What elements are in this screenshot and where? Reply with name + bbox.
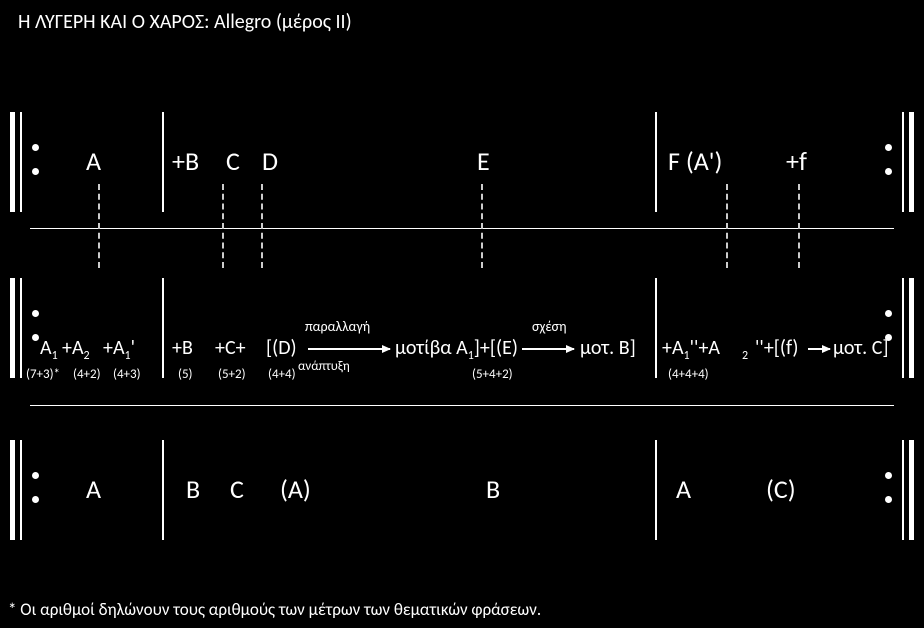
section-label: +f [786, 148, 807, 174]
barline [162, 440, 164, 540]
timeline-separator-2 [30, 405, 894, 406]
repeat-sign-right [880, 112, 914, 212]
section-label: A [86, 476, 101, 502]
section-label: A1 [40, 338, 58, 358]
barline [162, 112, 164, 212]
bar-count: (4+4) [268, 368, 296, 381]
arrow-icon [522, 348, 574, 350]
section-label: μοτίβα Α1]+[(E) [395, 338, 518, 358]
section-label: C [226, 148, 240, 174]
barline [655, 112, 657, 212]
section-label: B [486, 476, 500, 502]
barline [655, 440, 657, 540]
bar-count: (5) [178, 368, 192, 381]
section-label: D [262, 148, 278, 174]
barline [655, 278, 657, 378]
section-label: +A1' [103, 338, 135, 358]
bar-count: (4+3) [113, 368, 141, 381]
section-label: [(D) [266, 338, 297, 358]
annotation: σχέση [532, 320, 567, 334]
section-label: (C) [766, 476, 796, 502]
section-label: A [86, 148, 101, 174]
barline [162, 278, 164, 378]
repeat-sign-left [10, 440, 44, 540]
bar-count: (7+3)* [26, 368, 60, 381]
repeat-sign-left [10, 112, 44, 212]
section-label: +B [172, 148, 199, 174]
bar-count: (5+2) [218, 368, 246, 381]
bar-count: (4+4+4) [668, 368, 709, 381]
dashed-marker [481, 184, 483, 268]
page-title: Η ΛΥΓΕΡΗ ΚΑΙ Ο ΧΑΡΟΣ: Allegro (μέρος ΙΙ) [18, 10, 352, 34]
arrow-icon [308, 348, 390, 350]
section-label: μοτ. Β] [580, 338, 636, 358]
section-label: A [676, 476, 691, 502]
section-label: ''+[(f) [755, 338, 798, 358]
section-label: (A) [280, 476, 311, 502]
dashed-marker [261, 184, 263, 268]
annotation: παραλλαγή [305, 320, 370, 334]
timeline-separator-1 [30, 228, 894, 229]
section-label: 2 [742, 338, 748, 358]
section-label: E [477, 148, 490, 174]
section-label: +A2 [62, 338, 90, 358]
diagram-root: Η ΛΥΓΕΡΗ ΚΑΙ Ο ΧΑΡΟΣ: Allegro (μέρος ΙΙ)… [0, 0, 924, 628]
section-label: F (A') [668, 148, 722, 174]
section-label: +A1''+A [662, 338, 720, 358]
repeat-sign-left [10, 278, 44, 378]
dashed-marker [798, 184, 800, 268]
dashed-marker [98, 184, 100, 268]
footnote: * Οι αριθμοί δηλώνουν τους αριθμούς των … [8, 599, 541, 620]
bar-count: (5+4+2) [472, 368, 513, 381]
section-label: +B [172, 338, 193, 358]
annotation: ανάπτυξη [298, 360, 350, 373]
repeat-sign-right [880, 278, 914, 378]
dashed-marker [726, 184, 728, 268]
bar-count: (4+2) [73, 368, 101, 381]
section-label: μοτ. C] [833, 338, 889, 358]
section-label: C [230, 476, 244, 502]
dashed-marker [222, 184, 224, 268]
section-label: +C+ [215, 338, 246, 358]
repeat-sign-right [880, 440, 914, 540]
section-label: B [186, 476, 200, 502]
arrow-icon [808, 348, 830, 350]
